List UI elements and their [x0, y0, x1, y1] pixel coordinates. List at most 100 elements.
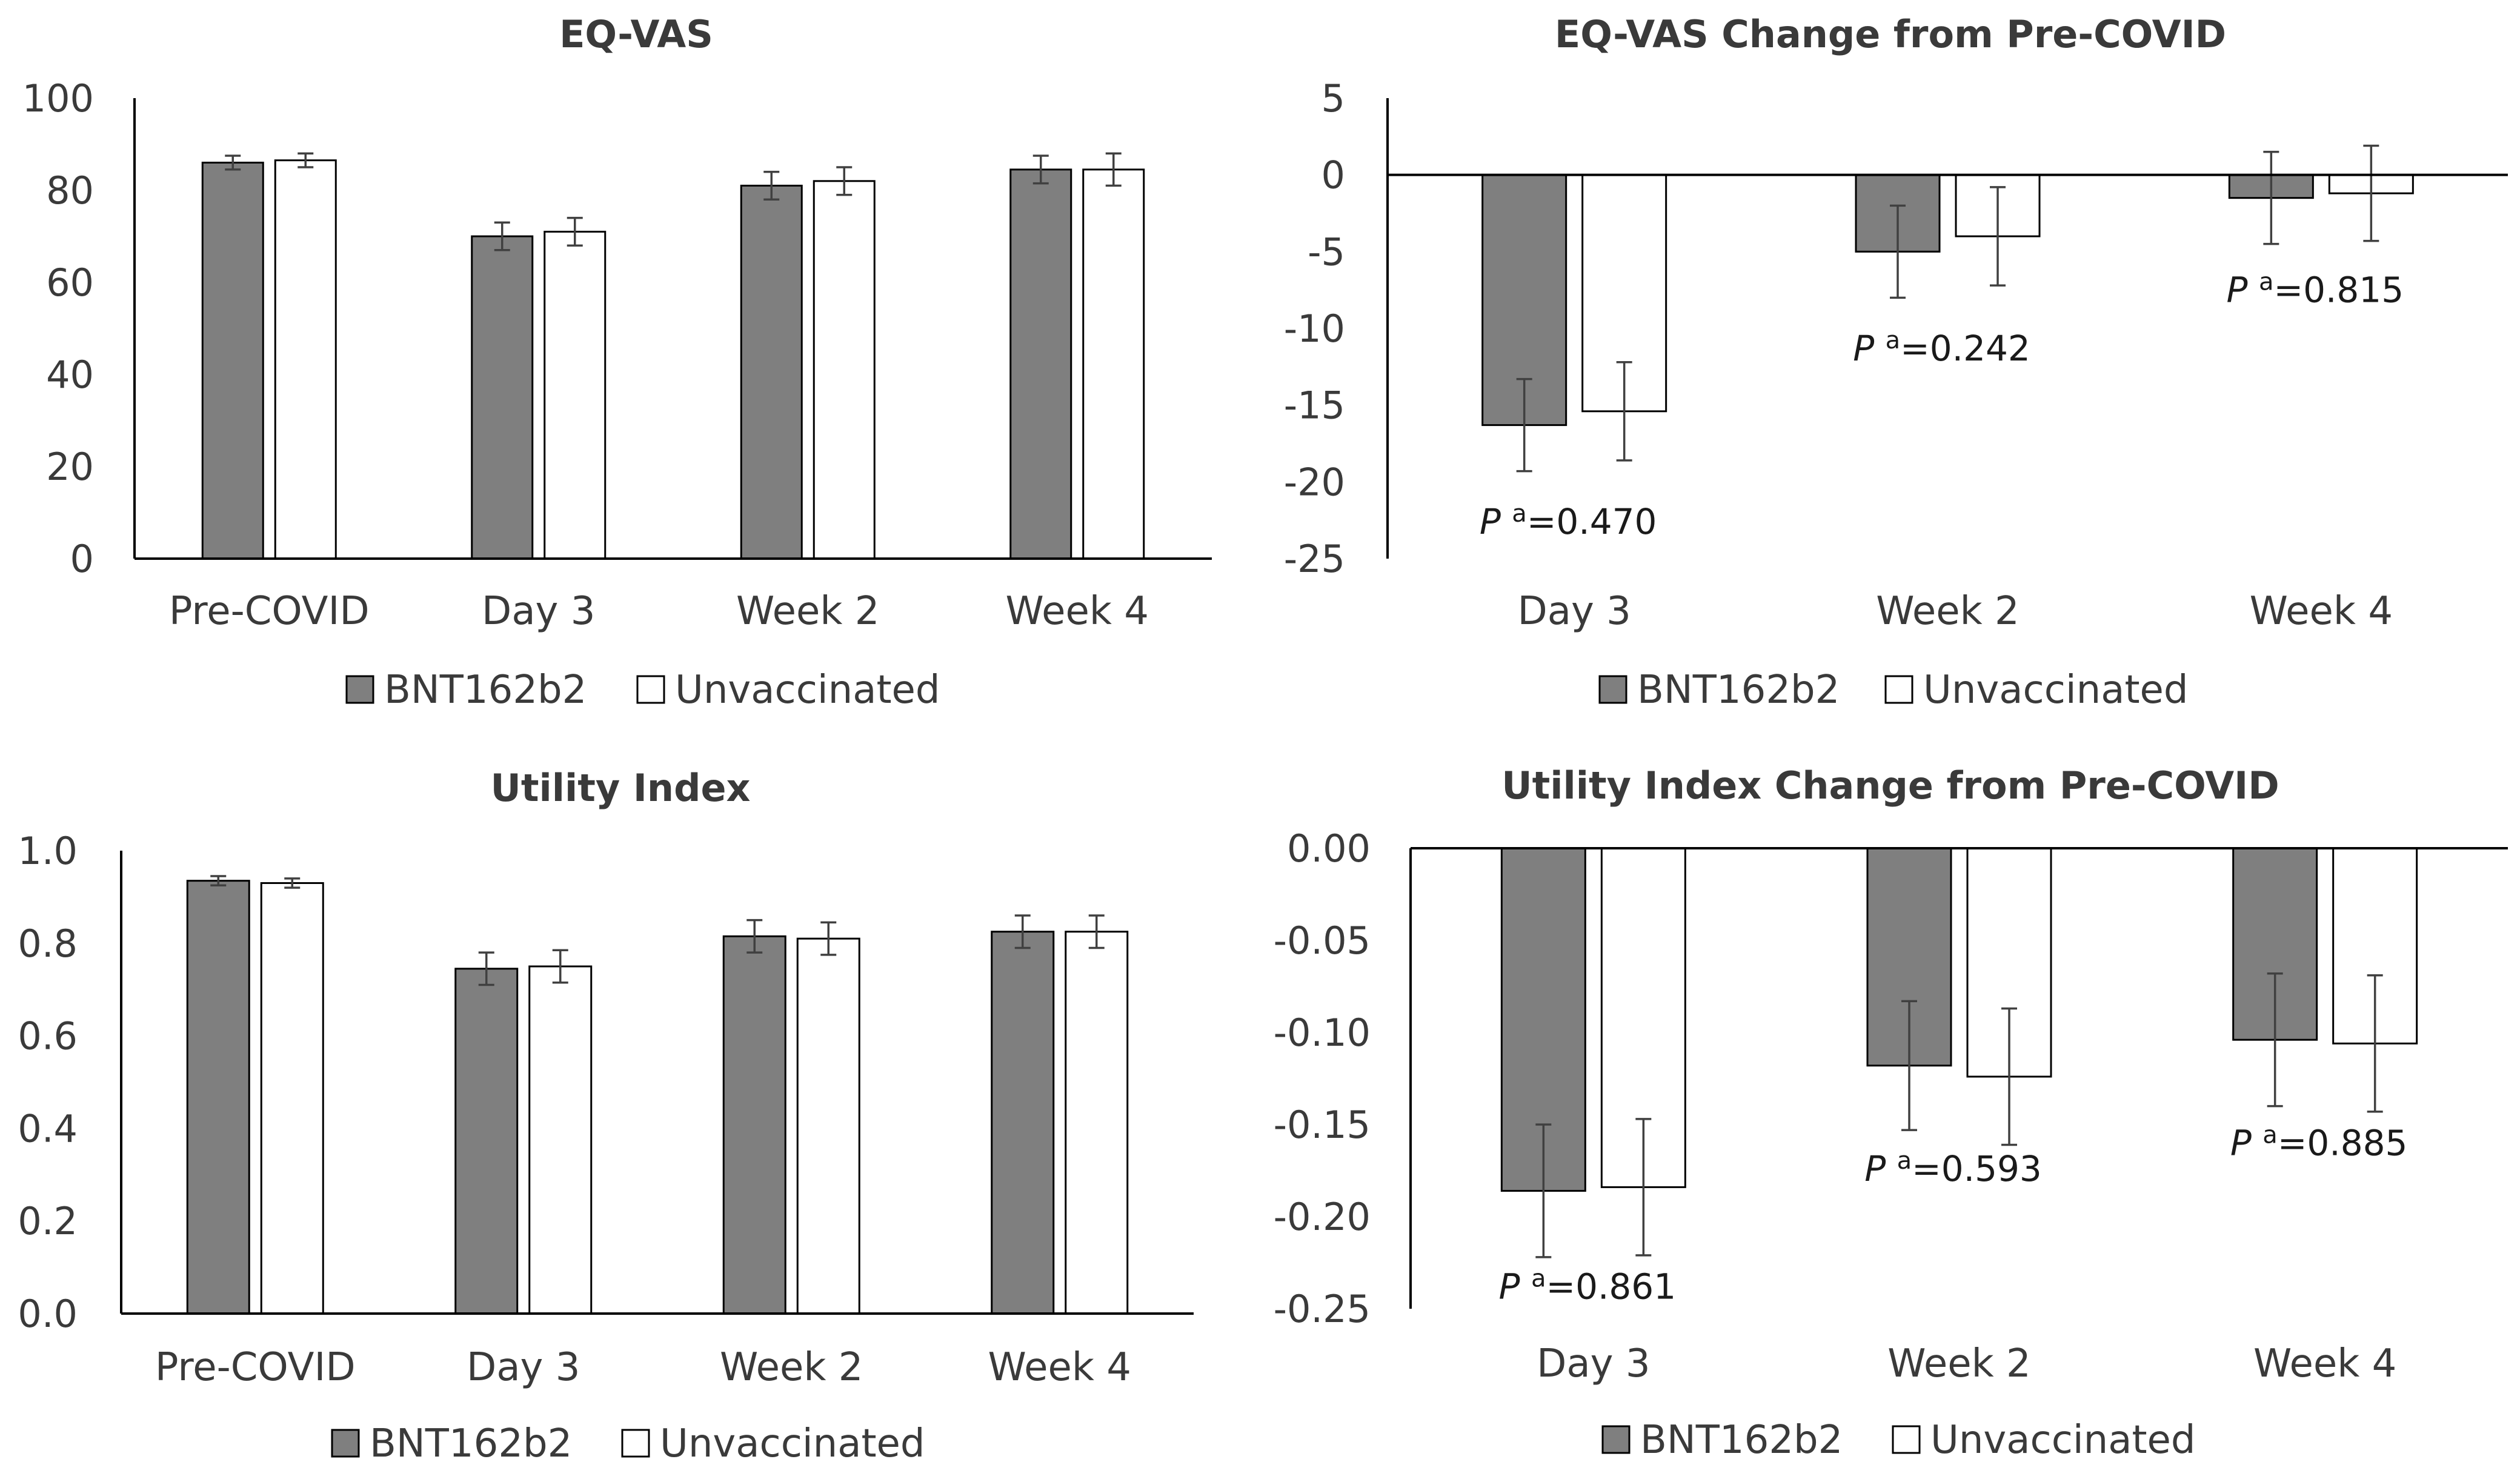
- chart-title: Utility Index Change from Pre-COVID: [1501, 763, 2279, 808]
- x-category-label: Week 2: [1887, 1341, 2030, 1386]
- y-tick-label: -0.05: [1274, 919, 1371, 963]
- p-superscript: a: [2259, 268, 2274, 296]
- y-tick-label: 80: [46, 168, 94, 213]
- x-category-label: Week 2: [1876, 589, 2019, 634]
- x-category-label: Day 3: [1537, 1341, 1650, 1386]
- p-value-annotation: P a=0.470: [1480, 500, 1657, 542]
- legend-swatch-unvaccinated: [1884, 675, 1913, 704]
- p-superscript: a: [1531, 1265, 1546, 1293]
- bar-bnt162b2: [471, 235, 534, 560]
- chart-title: Utility Index: [490, 766, 750, 810]
- legend-swatch-unvaccinated: [636, 675, 665, 704]
- p-label: P: [2230, 1122, 2262, 1163]
- p-value-annotation: P a=0.815: [2227, 268, 2404, 311]
- bar-unvaccinated: [544, 230, 607, 560]
- y-tick-label: 5: [1322, 76, 1345, 121]
- p-label: P: [1864, 1148, 1897, 1189]
- x-category-label: Day 3: [482, 589, 595, 634]
- x-category-label: Pre-COVID: [155, 1345, 356, 1390]
- y-tick-label: -20: [1284, 460, 1345, 504]
- y-tick-label: 100: [22, 76, 94, 121]
- p-label: P: [1853, 328, 1885, 369]
- y-tick-label: 0.00: [1287, 826, 1371, 871]
- y-tick-label: 0.6: [18, 1014, 78, 1058]
- bar-bnt162b2: [740, 184, 803, 560]
- p-superscript: a: [2262, 1121, 2278, 1149]
- chart-utility-index: Utility Index 0.0 0.2 0.4 0.6 0.8 1.0 Pre-COVID…: [18, 766, 1194, 1466]
- x-category-label: Week 4: [2253, 1341, 2396, 1386]
- bar-unvaccinated: [1065, 931, 1129, 1315]
- p-value: =0.470: [1527, 501, 1657, 542]
- legend-swatch-unvaccinated: [621, 1429, 650, 1458]
- y-tick-label: 20: [46, 445, 94, 489]
- p-value-annotation: P a=0.885: [2230, 1121, 2408, 1163]
- legend-label-bnt162b2: BNT162b2: [384, 668, 587, 713]
- p-value: =0.861: [1546, 1266, 1676, 1308]
- p-value: =0.815: [2273, 270, 2404, 311]
- p-superscript: a: [1897, 1147, 1912, 1175]
- y-tick-label: -15: [1284, 384, 1345, 428]
- chart-title: EQ-VAS Change from Pre-COVID: [1555, 12, 2226, 56]
- legend-label-bnt162b2: BNT162b2: [370, 1421, 572, 1466]
- legend-label-unvaccinated: Unvaccinated: [1930, 1418, 2196, 1463]
- legend-swatch-bnt162b2: [345, 675, 374, 704]
- p-value-annotation: P a=0.861: [1499, 1265, 1677, 1308]
- y-tick-label: 0.4: [18, 1106, 78, 1151]
- y-tick-label: -25: [1284, 537, 1345, 581]
- legend-swatch-bnt162b2: [331, 1429, 360, 1458]
- p-value: =0.885: [2278, 1122, 2408, 1163]
- y-tick-label: -0.10: [1274, 1011, 1371, 1055]
- bar-bnt162b2: [1009, 168, 1072, 560]
- bar-unvaccinated: [260, 882, 324, 1315]
- x-category-label: Day 3: [467, 1345, 580, 1390]
- legend-label-bnt162b2: BNT162b2: [1640, 1418, 1843, 1463]
- p-label: P: [2227, 270, 2259, 311]
- bar-bnt162b2: [991, 931, 1055, 1315]
- x-category-label: Week 4: [2250, 589, 2393, 634]
- y-tick-label: 0: [70, 537, 94, 581]
- y-tick-label: -0.20: [1274, 1195, 1371, 1239]
- y-tick-label: 1.0: [18, 829, 78, 873]
- y-tick-label: -5: [1308, 230, 1345, 274]
- x-category-label: Week 4: [988, 1345, 1131, 1390]
- y-tick-label: 0.2: [18, 1199, 78, 1243]
- y-tick-label: 40: [46, 353, 94, 397]
- bar-unvaccinated: [813, 180, 876, 560]
- p-value-annotation: P a=0.593: [1864, 1147, 2042, 1189]
- p-value: =0.242: [1900, 328, 2030, 369]
- bar-bnt162b2: [722, 935, 786, 1315]
- legend-label-bnt162b2: BNT162b2: [1637, 668, 1840, 713]
- bar-unvaccinated: [274, 159, 337, 560]
- y-tick-label: -0.25: [1274, 1287, 1371, 1331]
- y-tick-label: 0.0: [18, 1292, 78, 1336]
- bar-bnt162b2: [186, 880, 250, 1315]
- legend-swatch-bnt162b2: [1598, 675, 1627, 704]
- bar-bnt162b2: [454, 968, 519, 1315]
- x-category-label: Week 2: [720, 1345, 863, 1390]
- x-category-label: Pre-COVID: [169, 589, 370, 634]
- bar-unvaccinated: [1082, 168, 1145, 560]
- p-label: P: [1499, 1266, 1531, 1308]
- chart-eqvas: EQ-VAS 0 20 40 60 80 100 Pre-COVID Day 3 Week 2 We…: [22, 12, 1212, 713]
- legend-swatch-bnt162b2: [1601, 1425, 1631, 1454]
- legend-label-unvaccinated: Unvaccinated: [660, 1421, 925, 1466]
- p-label: P: [1480, 501, 1512, 542]
- legend-swatch-unvaccinated: [1892, 1425, 1921, 1454]
- p-value-annotation: P a=0.242: [1853, 327, 2030, 369]
- legend-label-unvaccinated: Unvaccinated: [1923, 668, 2189, 713]
- p-superscript: a: [1886, 327, 1901, 354]
- y-tick-label: -10: [1284, 307, 1345, 351]
- x-category-label: Day 3: [1517, 589, 1631, 634]
- p-superscript: a: [1512, 500, 1527, 528]
- legend-label-unvaccinated: Unvaccinated: [675, 668, 940, 713]
- x-category-label: Week 4: [1006, 589, 1149, 634]
- bar-bnt162b2: [201, 161, 264, 560]
- y-tick-label: 0: [1322, 153, 1345, 198]
- chart-title: EQ-VAS: [559, 12, 713, 56]
- bar-unvaccinated: [528, 965, 593, 1315]
- y-tick-label: 60: [46, 261, 94, 305]
- bar-unvaccinated: [796, 937, 860, 1315]
- chart-utility-index-change: Utility Index Change from Pre-COVID -0.25…: [1274, 763, 2508, 1463]
- x-category-label: Week 2: [736, 589, 879, 634]
